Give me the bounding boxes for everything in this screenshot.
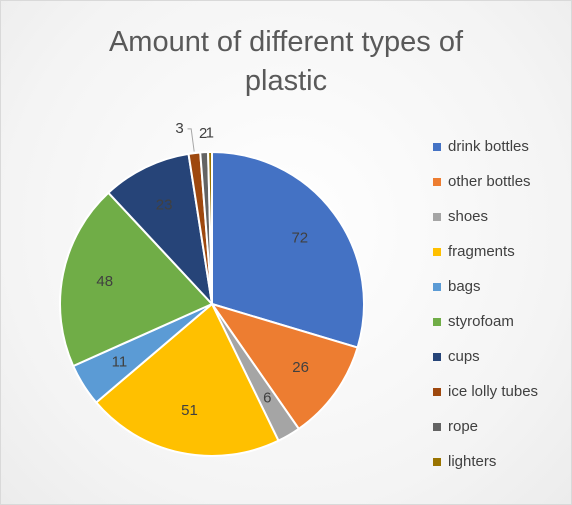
data-label: 1 (206, 125, 214, 142)
legend-marker (433, 388, 441, 396)
legend-marker (433, 353, 441, 361)
chart-title: Amount of different types of plastic (108, 26, 464, 97)
legend-marker (433, 458, 441, 466)
data-label: 23 (156, 197, 173, 214)
legend-label: ice lolly tubes (448, 383, 538, 400)
pie-slice (207, 150, 213, 305)
legend-marker (433, 178, 441, 186)
data-label: 51 (181, 402, 198, 419)
pie-slice (106, 152, 214, 308)
data-label: 26 (292, 359, 309, 376)
data-label: 6 (263, 389, 271, 406)
legend-marker (433, 213, 441, 221)
data-label: 48 (96, 273, 113, 290)
data-label: 72 (291, 230, 308, 247)
legend-label: bags (448, 278, 481, 295)
pie-slice (209, 302, 359, 431)
legend-marker (433, 318, 441, 326)
pie-slice (94, 302, 280, 457)
legend-label: rope (448, 418, 478, 435)
legend-marker (433, 248, 441, 256)
legend-label: fragments (448, 243, 515, 260)
legend-label: drink bottles (448, 138, 529, 155)
legend-label: other bottles (448, 173, 531, 190)
legend-marker (433, 423, 441, 431)
data-label: 2 (199, 125, 207, 142)
legend-label: lighters (448, 453, 496, 470)
data-label: 3 (175, 120, 183, 137)
pie-slice (211, 150, 365, 349)
legend-label: shoes (448, 208, 488, 225)
legend-label: cups (448, 348, 480, 365)
legend-marker (433, 143, 441, 151)
pie-slice (59, 191, 214, 368)
legend-marker (433, 283, 441, 291)
data-label: 11 (112, 353, 128, 370)
leader-line (187, 128, 195, 152)
legend-label: styrofoam (448, 313, 514, 330)
